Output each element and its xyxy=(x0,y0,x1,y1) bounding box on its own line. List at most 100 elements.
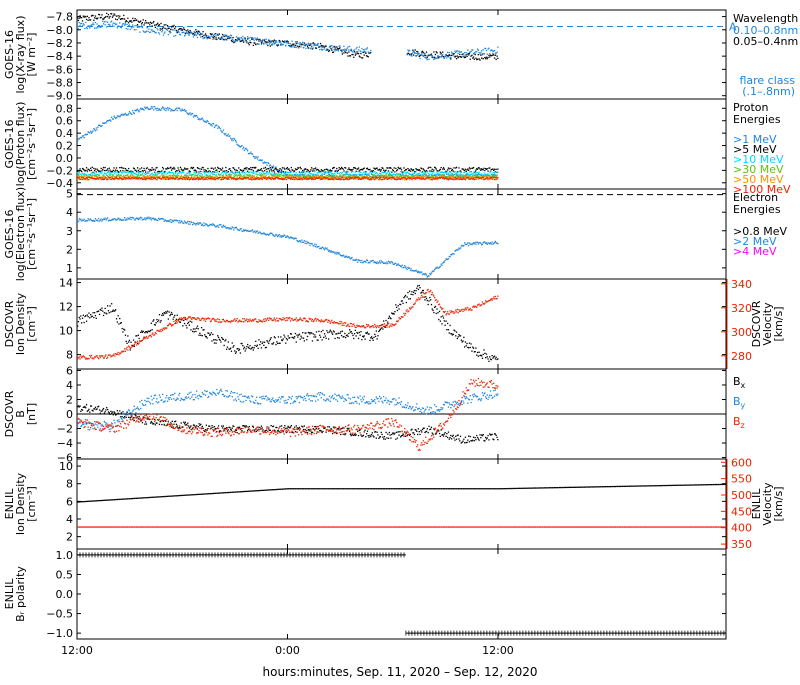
data-point xyxy=(336,171,337,172)
data-point xyxy=(204,173,205,174)
data-point xyxy=(339,174,340,175)
data-point xyxy=(222,177,223,178)
data-point xyxy=(156,108,157,109)
data-point xyxy=(485,58,486,59)
data-point xyxy=(442,52,443,53)
data-point xyxy=(190,112,191,113)
data-point xyxy=(278,44,279,45)
data-point xyxy=(124,25,125,26)
data-point xyxy=(415,168,416,169)
data-point xyxy=(337,252,338,253)
data-point xyxy=(430,55,431,56)
y-tick-label: −9.0 xyxy=(46,90,73,103)
data-point xyxy=(488,48,489,49)
data-point xyxy=(117,219,118,220)
data-point xyxy=(379,260,380,261)
data-point xyxy=(491,177,492,178)
data-point xyxy=(152,106,153,107)
data-point xyxy=(135,170,136,171)
data-point xyxy=(259,39,260,40)
data-point xyxy=(128,22,129,23)
data-point xyxy=(485,48,486,49)
data-point xyxy=(165,24,166,25)
data-point xyxy=(80,315,81,316)
data-point xyxy=(483,169,484,170)
data-point xyxy=(105,16,106,17)
data-point xyxy=(440,169,441,170)
data-point xyxy=(428,275,429,276)
data-point xyxy=(94,17,95,18)
data-point xyxy=(224,133,225,134)
data-point xyxy=(440,53,441,54)
panel-frame xyxy=(77,10,726,99)
data-point xyxy=(173,167,174,168)
data-point xyxy=(381,260,382,261)
data-point xyxy=(444,169,445,170)
data-point xyxy=(309,45,310,46)
data-point xyxy=(497,243,498,244)
data-point xyxy=(471,55,472,56)
data-point xyxy=(496,174,497,175)
data-point xyxy=(156,322,157,323)
data-point xyxy=(203,329,204,330)
data-point xyxy=(280,235,281,236)
data-point xyxy=(458,53,459,54)
data-point xyxy=(196,34,197,35)
data-point xyxy=(282,172,283,173)
data-point xyxy=(258,44,259,45)
data-point xyxy=(157,108,158,109)
data-point xyxy=(439,56,440,57)
data-point xyxy=(150,108,151,109)
data-point xyxy=(360,175,361,176)
data-point xyxy=(196,115,197,116)
data-point xyxy=(213,37,214,38)
data-point xyxy=(479,59,480,60)
data-point xyxy=(258,348,259,349)
data-point xyxy=(480,176,481,177)
data-point xyxy=(470,174,471,175)
data-point xyxy=(128,341,129,342)
data-point xyxy=(324,48,325,49)
data-point xyxy=(475,242,476,243)
data-point xyxy=(123,219,124,220)
data-point xyxy=(126,28,127,29)
data-point xyxy=(211,340,212,341)
data-point xyxy=(194,223,195,224)
data-point xyxy=(143,172,144,173)
data-point xyxy=(417,54,418,55)
data-point xyxy=(468,174,469,175)
data-point xyxy=(444,58,445,59)
data-point xyxy=(79,317,80,318)
data-point xyxy=(127,115,128,116)
data-point xyxy=(414,51,415,52)
data-point xyxy=(261,176,262,177)
data-point xyxy=(122,328,123,329)
data-point xyxy=(200,222,201,223)
data-point xyxy=(151,23,152,24)
data-point xyxy=(219,33,220,34)
data-point xyxy=(486,50,487,51)
y-tick-label: −8.6 xyxy=(46,63,73,76)
data-point xyxy=(425,55,426,56)
data-point xyxy=(442,174,443,175)
data-point xyxy=(147,176,148,177)
data-point xyxy=(136,19,137,20)
data-point xyxy=(189,174,190,175)
data-point xyxy=(235,140,236,141)
data-point xyxy=(130,342,131,343)
data-point xyxy=(398,263,399,264)
data-point xyxy=(250,42,251,43)
data-point xyxy=(457,178,458,179)
y-tick-label: 0.8 xyxy=(56,102,74,115)
data-point xyxy=(152,176,153,177)
data-point xyxy=(261,347,262,348)
data-point xyxy=(332,47,333,48)
data-point xyxy=(234,178,235,179)
data-point xyxy=(392,262,393,263)
data-point xyxy=(257,230,258,231)
data-point xyxy=(464,52,465,53)
data-point xyxy=(148,22,149,23)
data-point xyxy=(87,314,88,315)
data-point xyxy=(348,177,349,178)
data-point xyxy=(167,30,168,31)
